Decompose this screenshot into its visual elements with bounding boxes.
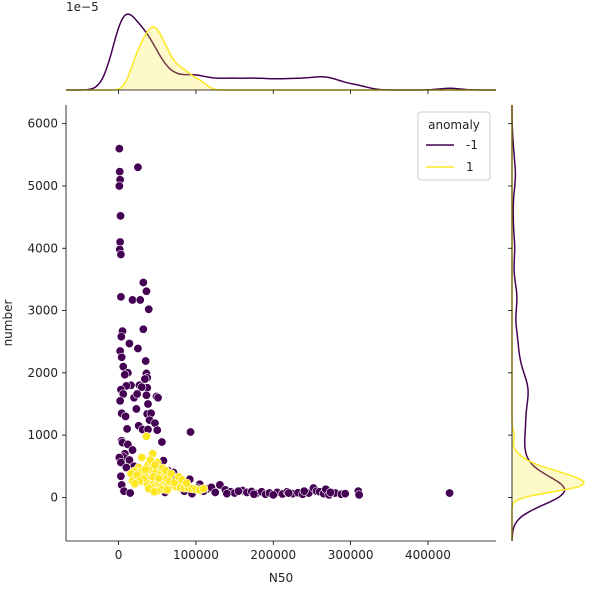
scatter-point-neg1 (116, 332, 126, 342)
y-axis-label: number (1, 300, 15, 347)
y-tick-label: 6000 (27, 117, 58, 131)
scatter-point-1 (166, 469, 176, 479)
scatter-point-neg1 (133, 344, 143, 354)
scatter-point-neg1 (115, 396, 125, 406)
right-kde-series-1-fill (512, 105, 584, 541)
scatter-point-neg1 (116, 292, 126, 302)
scatter-point-neg1 (233, 486, 243, 496)
scatter-point-neg1 (124, 455, 134, 465)
scatter-point-neg1 (138, 278, 148, 288)
legend: anomaly -1 1 (417, 111, 491, 181)
scatter-point-neg1 (445, 488, 455, 498)
scatter-point-neg1 (124, 339, 134, 349)
scatter-point-neg1 (121, 463, 131, 473)
main-scatter-plot: 0 100000 200000 300000 400000 0 1000 2000 3000 4… (1, 90, 512, 585)
scatter-point-neg1 (157, 437, 167, 447)
scatter-point-neg1 (284, 488, 294, 498)
scatter-point-neg1 (210, 487, 220, 497)
scatter-points (114, 144, 455, 500)
scatter-point-neg1 (141, 286, 151, 296)
scatter-point-1 (154, 473, 164, 483)
scatter-point-neg1 (153, 393, 163, 403)
x-tick-label: 200000 (250, 548, 296, 562)
top-marginal-offset-label: 1e−5 (66, 0, 99, 14)
scatter-point-neg1 (152, 425, 162, 435)
scatter-point-neg1 (115, 167, 125, 177)
scatter-point-1 (162, 485, 172, 495)
scatter-point-1 (130, 479, 140, 489)
scatter-point-neg1 (116, 471, 126, 481)
scatter-point-neg1 (137, 382, 147, 392)
legend-box (417, 111, 491, 181)
scatter-point-neg1 (121, 411, 131, 421)
y-tick-label: 5000 (27, 179, 58, 193)
scatter-point-neg1 (354, 490, 364, 500)
scatter-point-neg1 (128, 295, 138, 305)
x-axis-label: N50 (269, 571, 293, 585)
scatter-point-neg1 (117, 352, 127, 362)
scatter-point-neg1 (141, 356, 151, 366)
scatter-point-neg1 (128, 445, 138, 455)
y-tick-label: 0 (50, 490, 58, 504)
top-kde-series-1-fill (66, 27, 496, 90)
scatter-point-neg1 (143, 399, 153, 409)
scatter-point-neg1 (114, 181, 124, 191)
scatter-point-neg1 (140, 374, 150, 384)
x-tick-label: 100000 (173, 548, 219, 562)
scatter-point-1 (141, 464, 151, 474)
y-tick-label: 4000 (27, 241, 58, 255)
legend-title: anomaly (428, 118, 480, 132)
scatter-point-1 (182, 478, 192, 488)
scatter-point-neg1 (135, 295, 145, 305)
scatter-point-neg1 (132, 389, 142, 399)
x-tick-label: 300000 (328, 548, 374, 562)
scatter-point-neg1 (144, 304, 154, 314)
scatter-point-neg1 (249, 489, 259, 499)
scatter-point-1 (199, 484, 209, 494)
scatter-point-neg1 (186, 427, 196, 437)
scatter-point-neg1 (299, 486, 309, 496)
scatter-point-1 (137, 453, 147, 463)
scatter-point-neg1 (141, 390, 151, 400)
right-kde-series-neg1 (511, 105, 566, 541)
y-tick-label: 3000 (27, 304, 58, 318)
top-marginal-kde: 1e−5 (66, 0, 496, 91)
x-tick-label: 0 (115, 548, 123, 562)
scatter-point-neg1 (125, 488, 135, 498)
scatter-point-neg1 (138, 324, 148, 334)
scatter-point-neg1 (131, 404, 141, 414)
scatter-point-1 (150, 460, 160, 470)
y-axis-ticks: 0 1000 2000 3000 4000 5000 6000 (27, 117, 512, 504)
right-marginal-kde (511, 105, 585, 541)
y-tick-label: 1000 (27, 428, 58, 442)
legend-label-1: 1 (466, 160, 474, 174)
scatter-point-neg1 (268, 490, 278, 500)
x-axis-ticks: 0 100000 200000 300000 400000 (115, 90, 451, 562)
legend-label-neg1: -1 (466, 138, 478, 152)
x-tick-label: 400000 (405, 548, 451, 562)
scatter-point-neg1 (120, 370, 130, 380)
scatter-point-neg1 (116, 211, 126, 221)
scatter-point-neg1 (133, 162, 143, 172)
scatter-point-1 (149, 487, 159, 497)
scatter-point-neg1 (114, 144, 124, 154)
scatter-point-neg1 (122, 424, 132, 434)
scatter-point-neg1 (325, 487, 335, 497)
scatter-point-neg1 (222, 489, 232, 499)
y-tick-label: 2000 (27, 366, 58, 380)
scatter-point-neg1 (340, 489, 350, 499)
scatter-point-1 (141, 431, 151, 441)
scatter-point-neg1 (115, 237, 125, 247)
scatter-point-neg1 (116, 249, 126, 259)
